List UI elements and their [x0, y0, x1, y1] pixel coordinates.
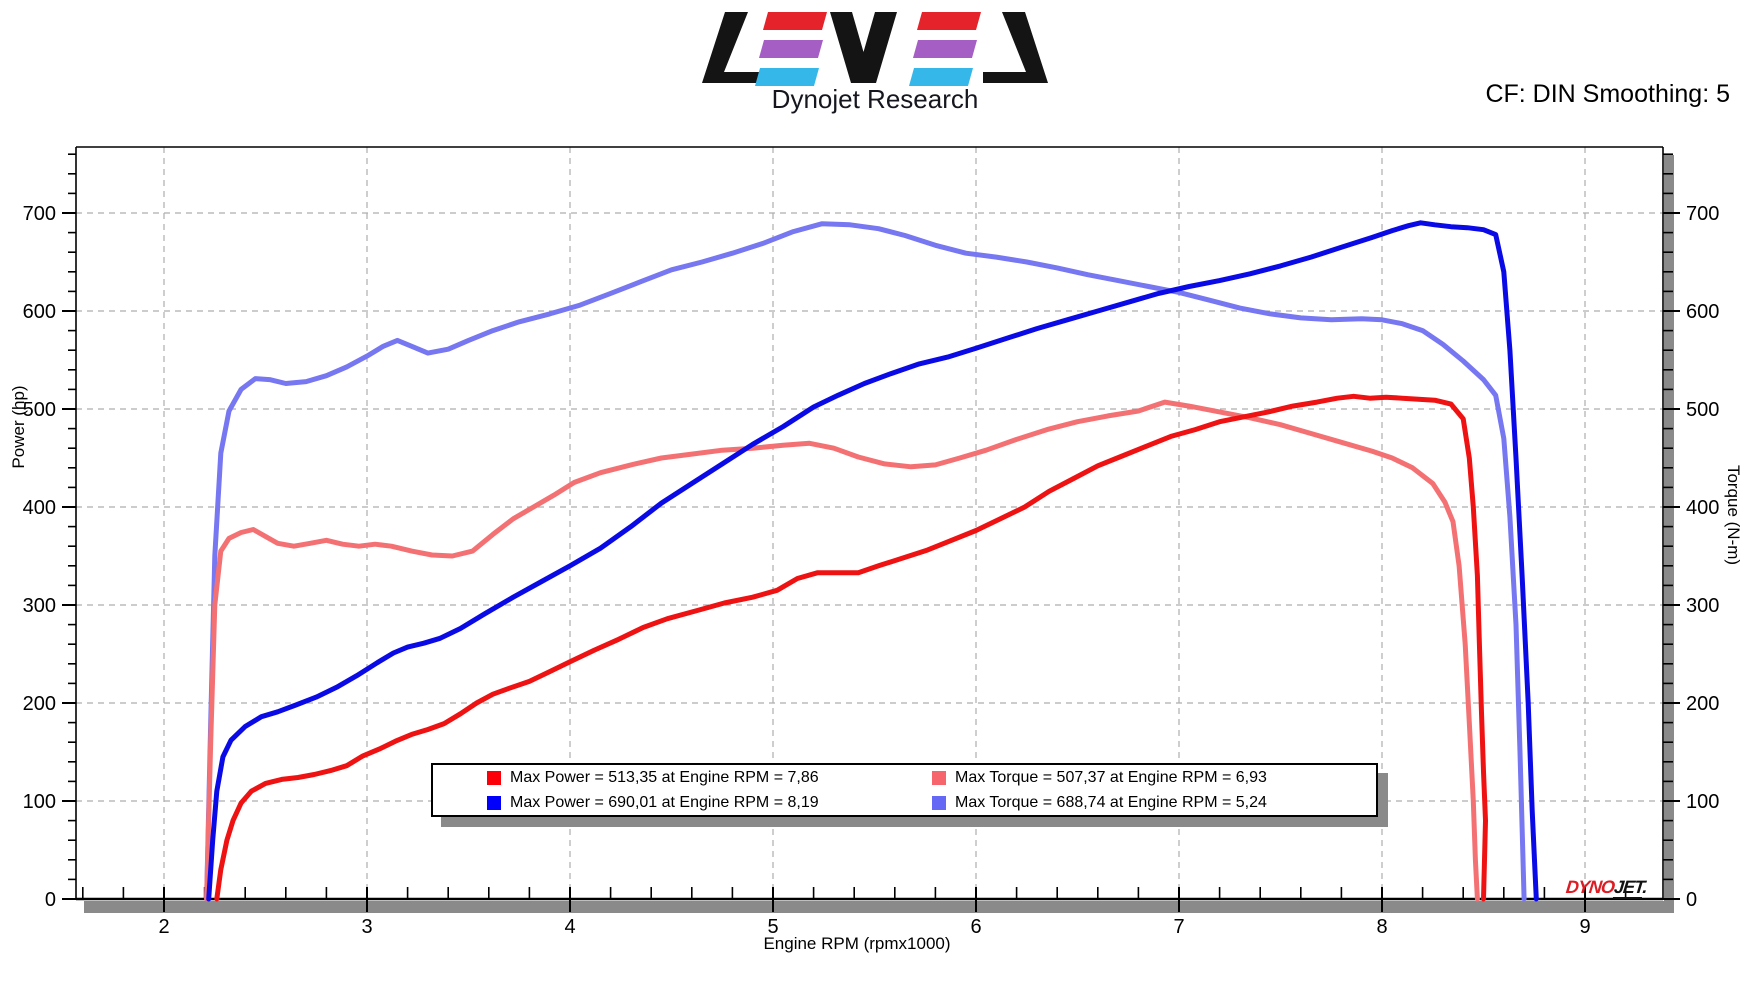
svg-text:600: 600: [23, 301, 56, 323]
chart-legend: Max Power = 513,35 at Engine RPM = 7,86 …: [431, 763, 1378, 817]
curve-power-run-red: [214, 393, 1488, 902]
page-title: Dynojet Research: [771, 84, 979, 114]
svg-text:8: 8: [1376, 916, 1387, 938]
svg-text:200: 200: [23, 693, 56, 715]
dynojet-logo-red: DYNO: [1565, 877, 1616, 897]
level-logo: [702, 12, 1048, 86]
curve-torque-run-salmon: [204, 399, 1480, 902]
legend-item-max-torque-run2: Max Torque = 688,74 at Engine RPM = 5,24: [932, 794, 1376, 812]
svg-text:6: 6: [970, 916, 981, 938]
logo-e1-bar-purple: [759, 40, 823, 58]
dynojet-logo-black: JET: [1612, 877, 1644, 899]
svg-text:100: 100: [23, 791, 56, 813]
logo-e2-bar-purple: [913, 40, 977, 58]
logo-e1-bar-red: [763, 12, 827, 30]
curve-torque-run-light-blue: [204, 221, 1527, 902]
dynojet-logo: DYNOJET.: [1565, 877, 1648, 899]
legend-swatch-blue: [487, 795, 501, 810]
legend-swatch-red: [487, 770, 501, 785]
logo-left-glyph: [702, 12, 767, 83]
svg-text:100: 100: [1686, 791, 1719, 813]
svg-text:300: 300: [1686, 595, 1719, 617]
svg-text:9: 9: [1579, 916, 1590, 938]
legend-swatch-salmon: [932, 770, 946, 785]
legend-item-max-power-run1: Max Power = 513,35 at Engine RPM = 7,86: [487, 769, 932, 787]
y-axis-title-torque: Torque (N-m): [1724, 464, 1743, 566]
legend-label: Max Power = 690,01 at Engine RPM = 8,19: [510, 793, 819, 811]
logo-e1-bar-cyan: [755, 68, 819, 86]
logo-right-glyph: [983, 12, 1048, 83]
logo-e2-bar-cyan: [909, 68, 973, 86]
legend-label: Max Power = 513,35 at Engine RPM = 7,86: [510, 768, 819, 786]
legend-swatch-light-blue: [932, 795, 946, 810]
svg-text:500: 500: [23, 399, 56, 421]
svg-text:4: 4: [564, 916, 575, 938]
svg-text:2: 2: [158, 916, 169, 938]
svg-text:0: 0: [1686, 889, 1697, 911]
legend-label: Max Torque = 507,37 at Engine RPM = 6,93: [955, 768, 1267, 786]
svg-text:3: 3: [361, 916, 372, 938]
curve-power-run-blue: [206, 220, 1539, 902]
logo-v-glyph: [830, 12, 897, 83]
svg-text:300: 300: [23, 595, 56, 617]
svg-text:0: 0: [45, 889, 56, 911]
legend-item-max-power-run2: Max Power = 690,01 at Engine RPM = 8,19: [487, 794, 932, 812]
correction-factor-label: CF: DIN Smoothing: 5: [1485, 80, 1730, 108]
svg-text:5: 5: [767, 916, 778, 938]
svg-text:500: 500: [1686, 399, 1719, 421]
svg-text:7: 7: [1173, 916, 1184, 938]
logo-e2-bar-red: [917, 12, 981, 30]
svg-text:400: 400: [23, 497, 56, 519]
legend-label: Max Torque = 688,74 at Engine RPM = 5,24: [955, 793, 1267, 811]
x-axis-title: Engine RPM (rpmx1000): [763, 934, 951, 953]
svg-text:400: 400: [1686, 497, 1719, 519]
y-axis-title-power: Power (hp): [9, 385, 28, 469]
svg-text:200: 200: [1686, 693, 1719, 715]
svg-text:700: 700: [23, 203, 56, 225]
legend-item-max-torque-run1: Max Torque = 507,37 at Engine RPM = 6,93: [932, 769, 1376, 787]
svg-text:600: 600: [1686, 301, 1719, 323]
svg-text:700: 700: [1686, 203, 1719, 225]
